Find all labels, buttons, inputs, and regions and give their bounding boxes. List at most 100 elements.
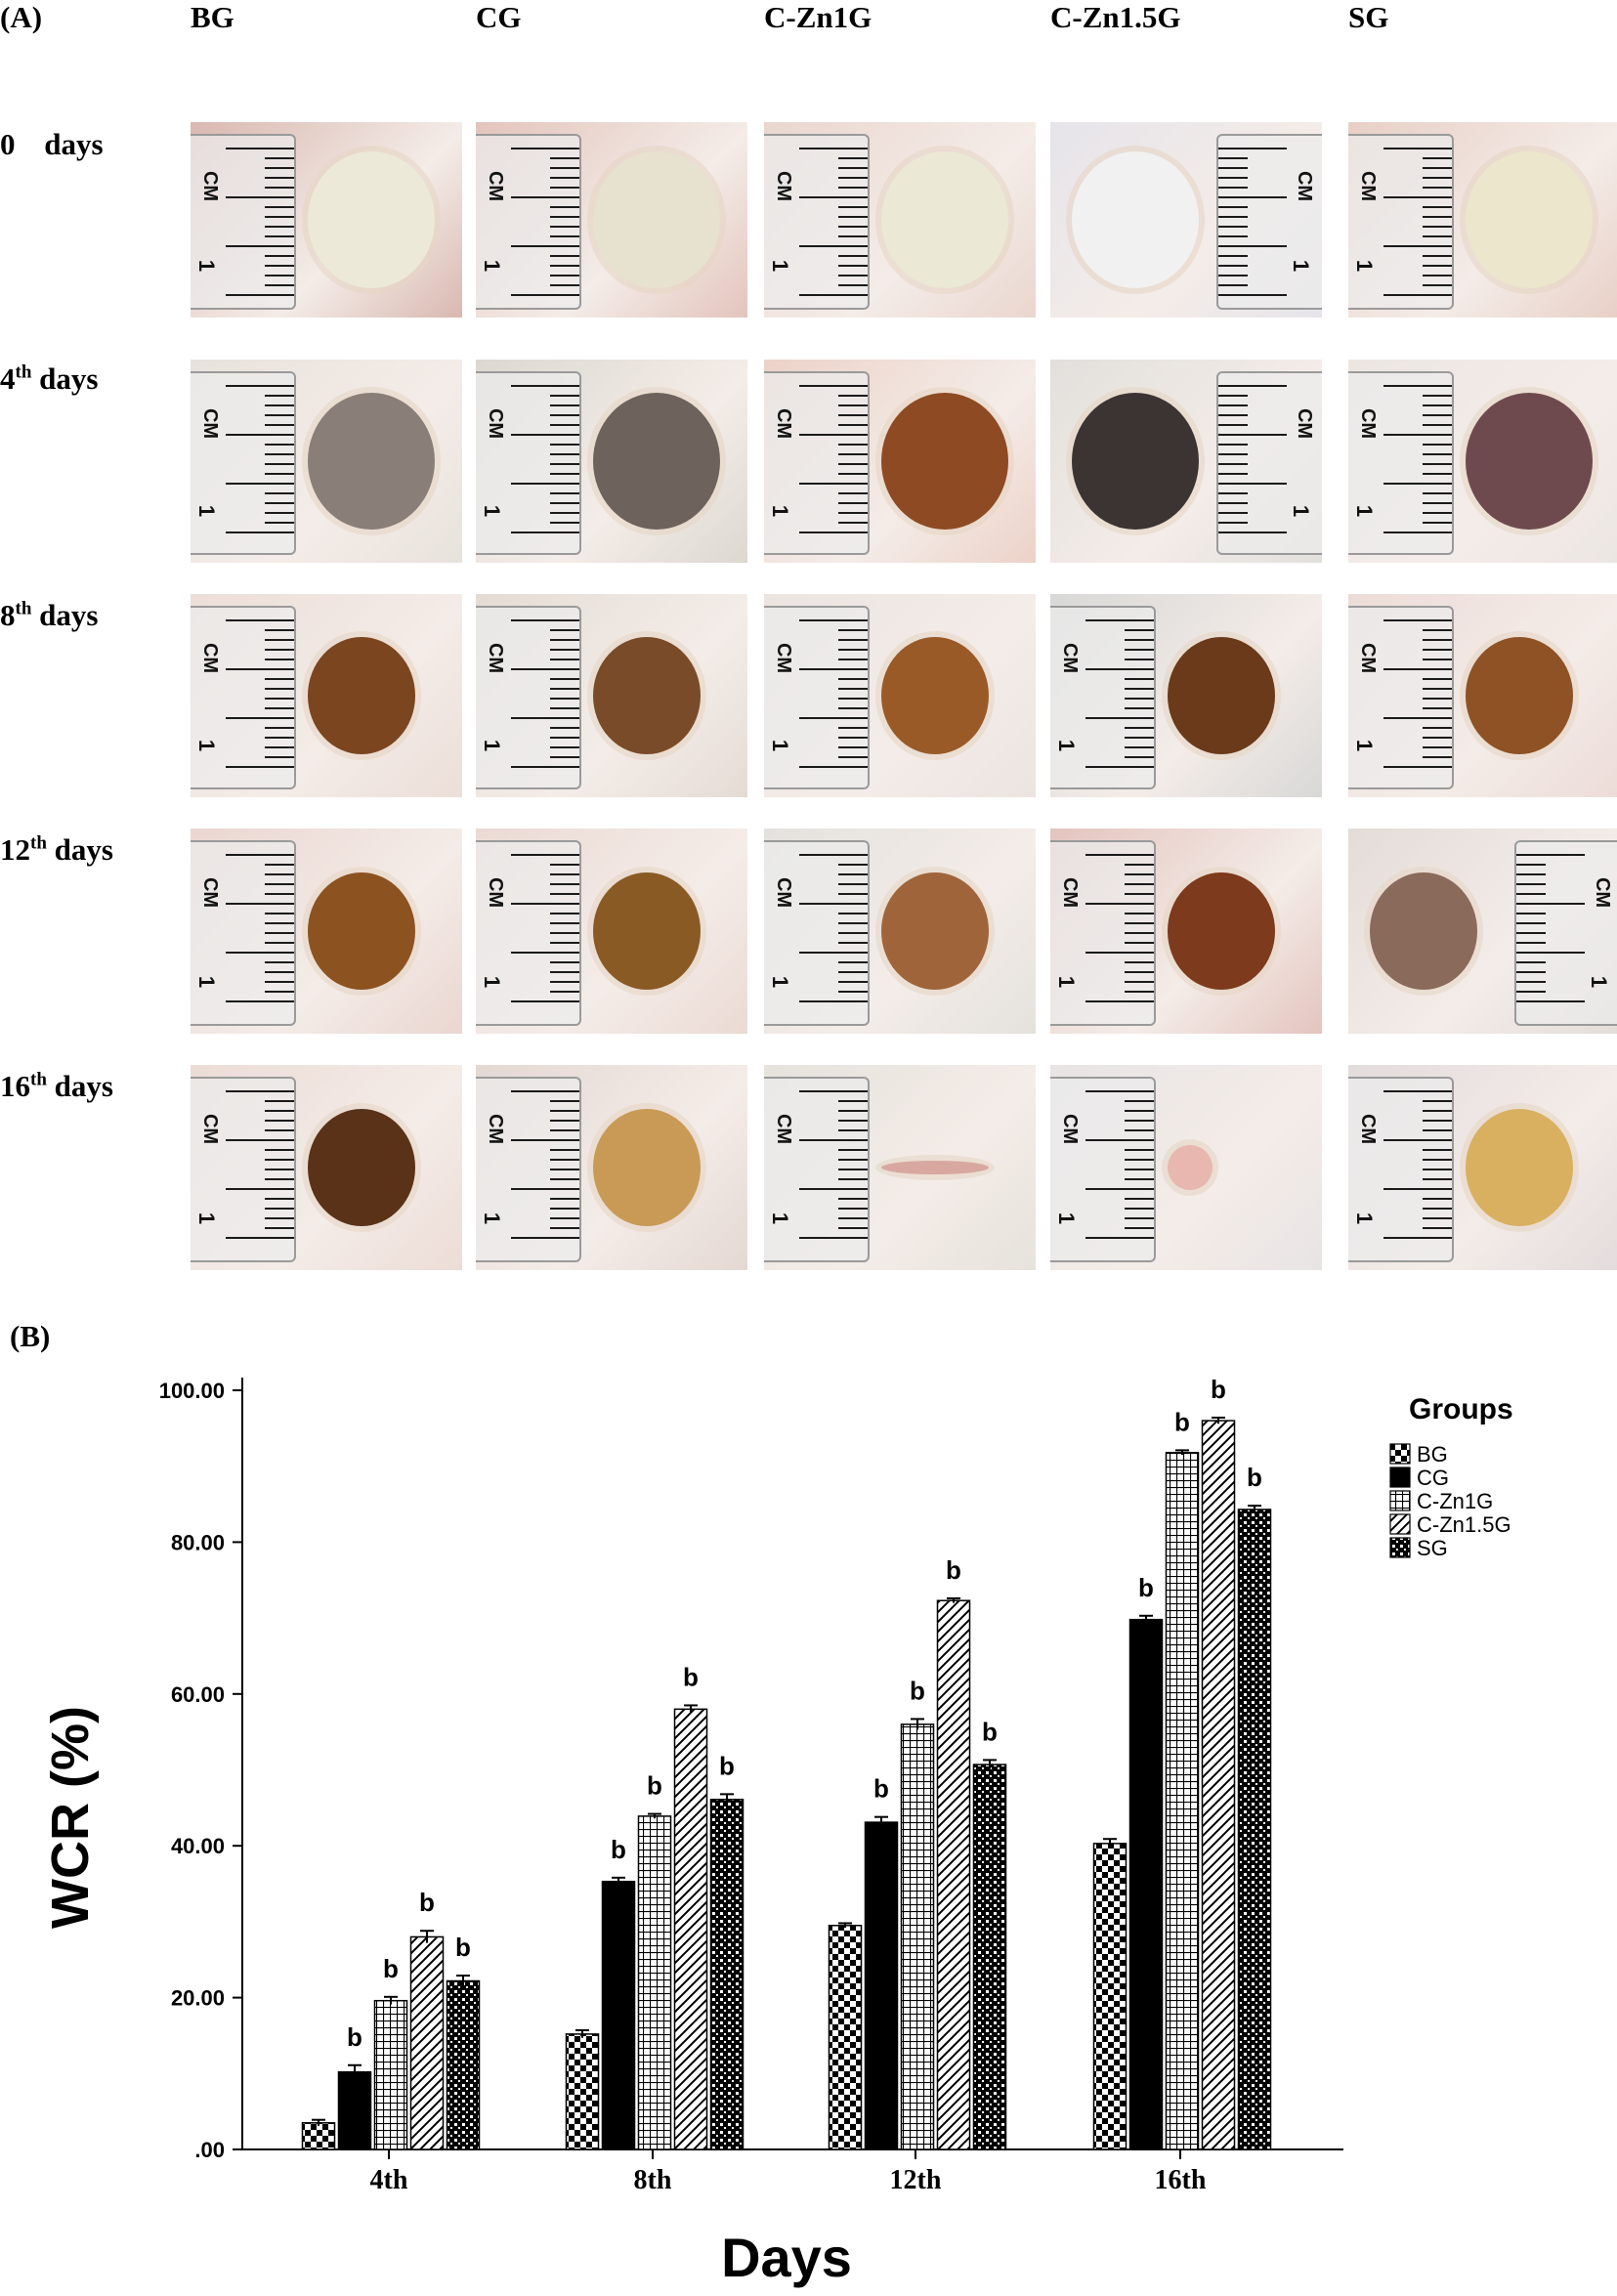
x-tick-label: 16th bbox=[1155, 2165, 1207, 2195]
wound-photo-bg-day-16: CM 1 bbox=[191, 1065, 462, 1270]
bar-bg-4th bbox=[301, 2122, 336, 2150]
wound-area bbox=[1466, 1109, 1573, 1226]
row-day-number: 16 bbox=[0, 1069, 30, 1103]
ruler-mark-label: 1 bbox=[1587, 975, 1612, 989]
wound-photo-sg-day-16: CM 1 bbox=[1348, 1065, 1617, 1270]
wound-area bbox=[881, 1161, 989, 1174]
ruler-unit-label: CM bbox=[199, 1113, 222, 1145]
ruler-unit-label: CM bbox=[773, 876, 795, 909]
wound-area bbox=[593, 1109, 701, 1226]
legend-entry: C-Zn1.5G bbox=[1417, 1512, 1511, 1537]
wound-photo-cg-day-12: CM 1 bbox=[476, 829, 747, 1034]
bar-cg-16th bbox=[1128, 1618, 1164, 2150]
ruler: CM 1 bbox=[1514, 840, 1617, 1026]
significance-label: b bbox=[383, 1954, 399, 1983]
significance-label: b bbox=[683, 1662, 699, 1691]
ruler-unit-label: CM bbox=[1059, 642, 1082, 674]
bar-c-zn1-5g-12th bbox=[936, 1599, 971, 2150]
row-day-number: 8 bbox=[0, 598, 16, 632]
legend-entry: CG bbox=[1417, 1466, 1449, 1490]
ruler: CM 1 bbox=[764, 371, 870, 555]
ruler: CM 1 bbox=[191, 1077, 296, 1262]
ruler-mark-label: 1 bbox=[480, 975, 505, 989]
bar-c-zn1g-16th bbox=[1165, 1451, 1200, 2150]
row-day-word: days bbox=[44, 127, 104, 161]
significance-label: b bbox=[347, 2022, 362, 2052]
wound-photo-bg-day-8: CM 1 bbox=[191, 594, 462, 797]
column-header-sg: SG bbox=[1348, 0, 1389, 34]
row-day-number: 12 bbox=[0, 832, 30, 867]
wound-area bbox=[1168, 1145, 1213, 1190]
legend-swatch bbox=[1389, 1513, 1411, 1535]
bar-c-zn1g-8th bbox=[637, 1815, 672, 2150]
bar-bg-16th bbox=[1092, 1843, 1128, 2150]
ruler-mark-label: 1 bbox=[194, 259, 220, 273]
ruler-mark-label: 1 bbox=[1352, 1212, 1378, 1225]
wound-photo-bg-day-4: CM 1 bbox=[191, 360, 462, 563]
wound-area bbox=[593, 637, 701, 754]
significance-label: b bbox=[1247, 1463, 1262, 1492]
panel-b-label: (B) bbox=[10, 1319, 51, 1353]
ruler: CM 1 bbox=[1050, 606, 1156, 789]
row-header-day-4: 4th days bbox=[0, 361, 98, 397]
y-axis-label: WCR (%) bbox=[41, 1706, 100, 1929]
ruler-unit-label: CM bbox=[199, 876, 222, 909]
significance-label: b bbox=[946, 1555, 961, 1585]
ruler: CM 1 bbox=[1050, 840, 1156, 1026]
ruler-mark-label: 1 bbox=[768, 504, 793, 518]
panel-a-label: (A) bbox=[0, 0, 43, 34]
x-axis-label: Days bbox=[721, 2227, 852, 2288]
column-header-bg: BG bbox=[191, 0, 234, 34]
ruler: CM 1 bbox=[764, 1077, 870, 1262]
ruler-unit-label: CM bbox=[1357, 170, 1380, 202]
ruler: CM 1 bbox=[191, 371, 296, 555]
ruler-mark-label: 1 bbox=[194, 975, 220, 989]
ruler-unit-label: CM bbox=[1294, 407, 1316, 440]
legend-swatch bbox=[1389, 1443, 1411, 1465]
row-day-number: 4 bbox=[0, 361, 16, 396]
wound-area bbox=[308, 1109, 415, 1226]
column-header-cg: CG bbox=[476, 0, 522, 34]
wound-photo-cg-day-8: CM 1 bbox=[476, 594, 747, 797]
y-tick-label: 60.00 bbox=[171, 1682, 225, 1707]
wound-photo-sg-day-0: CM 1 bbox=[1348, 122, 1617, 318]
row-day-word: days bbox=[39, 598, 99, 632]
wound-photo-c-zn1-5g-day-12: CM 1 bbox=[1050, 829, 1322, 1034]
ruler-mark-label: 1 bbox=[194, 739, 220, 752]
ruler: CM 1 bbox=[764, 606, 870, 789]
bar-sg-12th bbox=[972, 1764, 1007, 2150]
ruler-unit-label: CM bbox=[773, 170, 795, 202]
ruler: CM 1 bbox=[1216, 134, 1322, 310]
ruler-unit-label: CM bbox=[773, 642, 795, 674]
ruler-mark-label: 1 bbox=[1054, 975, 1080, 989]
ruler: CM 1 bbox=[476, 840, 581, 1026]
bar-bg-12th bbox=[828, 1925, 863, 2150]
ruler-unit-label: CM bbox=[485, 876, 507, 909]
ruler: CM 1 bbox=[1348, 1077, 1454, 1262]
bar-sg-8th bbox=[709, 1799, 745, 2150]
wound-photo-sg-day-4: CM 1 bbox=[1348, 360, 1617, 563]
ruler: CM 1 bbox=[476, 134, 581, 310]
row-header-day-8: 8th days bbox=[0, 598, 98, 633]
wound-area bbox=[593, 393, 720, 530]
ruler: CM 1 bbox=[476, 1077, 581, 1262]
ruler-mark-label: 1 bbox=[480, 1212, 505, 1225]
wound-photo-bg-day-0: CM 1 bbox=[191, 122, 462, 318]
ruler-mark-label: 1 bbox=[480, 504, 505, 518]
y-tick-label: 100.00 bbox=[159, 1379, 225, 1403]
wound-photo-bg-day-12: CM 1 bbox=[191, 829, 462, 1034]
significance-label: b bbox=[719, 1751, 735, 1780]
wound-photo-cg-day-4: CM 1 bbox=[476, 360, 747, 563]
bar-c-zn1-5g-16th bbox=[1201, 1420, 1236, 2150]
row-day-word: days bbox=[39, 361, 99, 396]
bar-c-zn1g-4th bbox=[373, 1999, 408, 2150]
ruler-mark-label: 1 bbox=[1352, 259, 1378, 273]
significance-label: b bbox=[1138, 1573, 1154, 1602]
ruler-mark-label: 1 bbox=[480, 259, 505, 273]
y-tick-label: .00 bbox=[194, 2138, 225, 2162]
wound-photo-cg-day-0: CM 1 bbox=[476, 122, 747, 318]
wound-photo-c-zn1-5g-day-0: CM 1 bbox=[1050, 122, 1322, 318]
ruler-unit-label: CM bbox=[1357, 1113, 1380, 1145]
wound-area bbox=[308, 393, 435, 530]
row-header-day-0: 0 days bbox=[0, 127, 104, 162]
